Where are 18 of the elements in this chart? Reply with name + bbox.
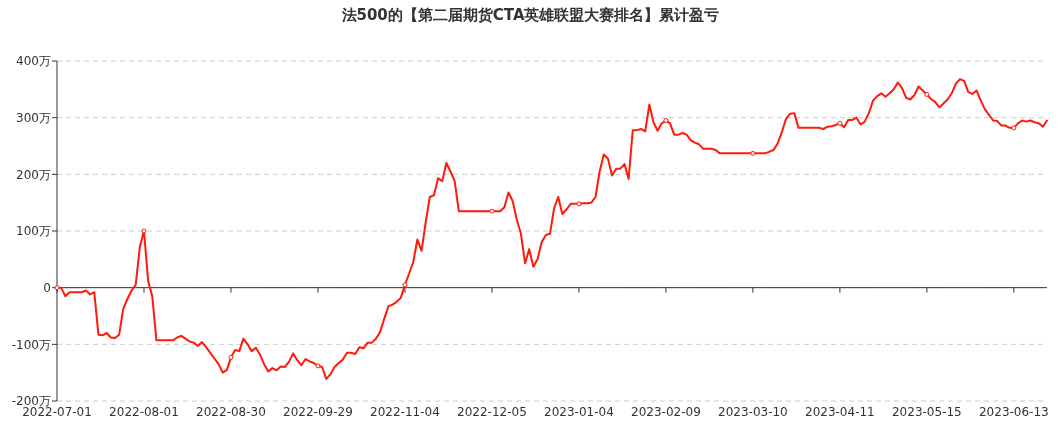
x-tick-label: 2023-03-10 bbox=[718, 405, 788, 419]
x-tick-label: 2022-08-01 bbox=[109, 405, 179, 419]
x-tick-label: 2023-05-15 bbox=[892, 405, 962, 419]
y-tick-label: 100万 bbox=[16, 224, 51, 239]
y-tick-label: 300万 bbox=[16, 110, 51, 125]
y-tick-label: 200万 bbox=[16, 167, 51, 182]
x-tick-label: 2023-01-04 bbox=[544, 405, 614, 419]
x-tick-label: 2023-02-09 bbox=[631, 405, 701, 419]
x-tick-label: 2022-11-04 bbox=[370, 405, 440, 419]
x-tick-label: 2022-09-29 bbox=[283, 405, 353, 419]
x-tick-label: 2023-06-13 bbox=[978, 405, 1049, 419]
chart-title: 法500的【第二届期货CTA英雄联盟大赛排名】累计盈亏 bbox=[340, 6, 720, 24]
y-tick-label: -100万 bbox=[11, 337, 51, 352]
x-tick-label: 2023-04-11 bbox=[805, 405, 875, 419]
y-tick-label: 0 bbox=[43, 280, 51, 295]
x-tick-label: 2022-12-05 bbox=[457, 405, 527, 419]
x-tick-label: 2022-08-30 bbox=[196, 405, 266, 419]
y-tick-label: 400万 bbox=[16, 54, 51, 69]
